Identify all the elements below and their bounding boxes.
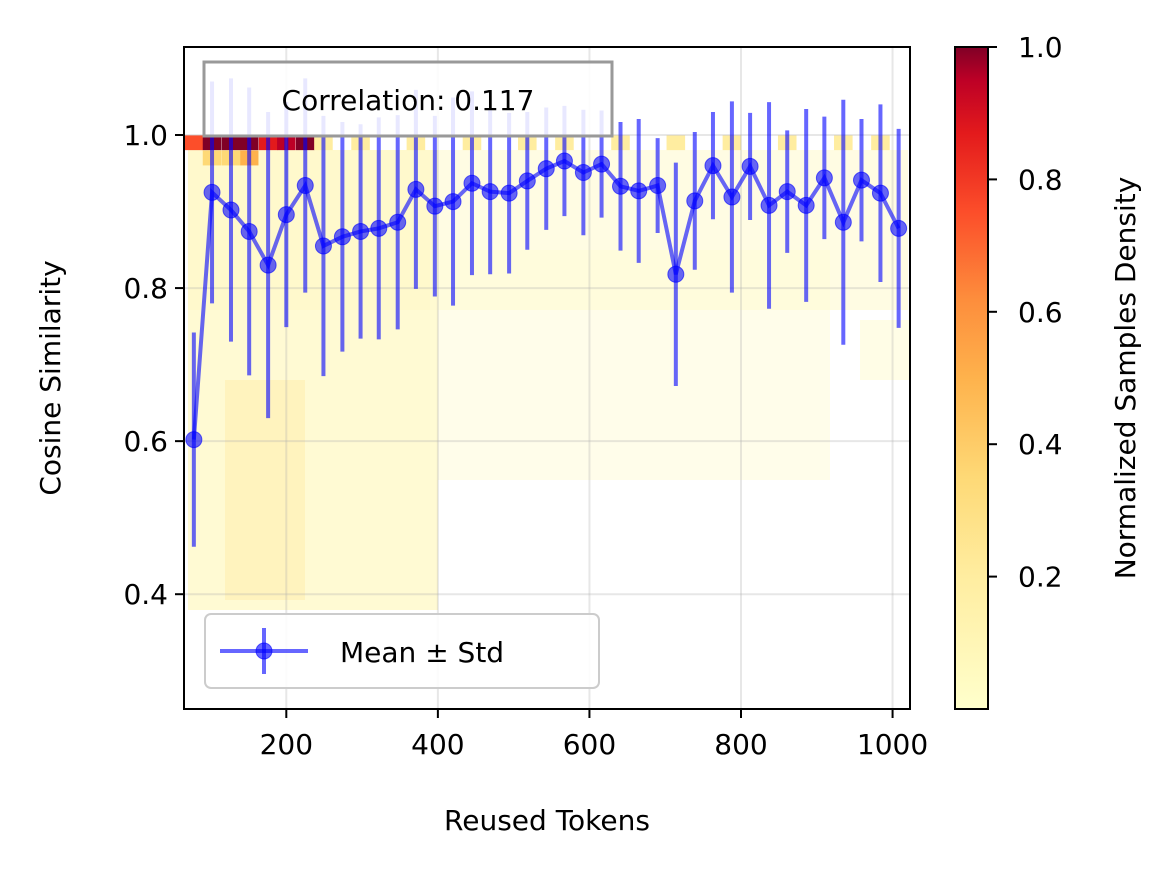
density-cell [666, 135, 686, 151]
mean-point [815, 169, 833, 187]
density-haze-region [430, 250, 830, 480]
mean-point [574, 164, 592, 182]
mean-point [871, 184, 889, 202]
mean-point [852, 171, 870, 189]
mean-point [185, 431, 203, 449]
mean-point [277, 206, 295, 224]
mean-point [537, 160, 555, 178]
x-tick-label: 200 [260, 728, 313, 761]
y-axis: 0.4 0.6 0.8 1.0 [123, 119, 184, 611]
legend-marker-swatch [255, 642, 273, 660]
colorbar-tick-label: 0.2 [1018, 561, 1063, 594]
mean-point [667, 265, 685, 283]
mean-point [240, 222, 258, 240]
mean-point [778, 183, 796, 201]
mean-point [222, 201, 240, 219]
mean-point [259, 256, 277, 274]
mean-point [555, 152, 573, 170]
mean-point [463, 174, 481, 192]
mean-point [612, 177, 630, 195]
plot-frame [183, 46, 911, 710]
x-axis: 200 400 600 800 1000 [260, 709, 928, 761]
mean-point [760, 196, 778, 214]
y-axis-title: Cosine Similarity [34, 260, 67, 495]
mean-point [333, 228, 351, 246]
mean-point [834, 213, 852, 231]
mean-point [296, 177, 314, 195]
mean-point [352, 222, 370, 240]
mean-point [426, 197, 444, 215]
mean-point [500, 184, 518, 202]
x-axis-title: Reused Tokens [444, 804, 650, 837]
mean-point [389, 213, 407, 231]
legend-box [204, 613, 600, 689]
mean-point [203, 183, 221, 201]
x-tick-label: 600 [563, 728, 616, 761]
colorbar-gradient [955, 47, 988, 709]
annotation-text: Correlation: 0.117 [282, 84, 535, 117]
mean-point [481, 183, 499, 201]
y-tick-label: 1.0 [123, 119, 168, 152]
x-tick-label: 400 [411, 728, 464, 761]
mean-point [407, 180, 425, 198]
y-tick-label: 0.8 [123, 272, 168, 305]
mean-point [314, 237, 332, 255]
legend-entry-label: Mean ± Std [340, 636, 504, 669]
mean-point [797, 196, 815, 214]
mean-point [593, 155, 611, 173]
density-haze-region [225, 380, 305, 600]
mean-point [649, 177, 667, 195]
y-tick-label: 0.6 [123, 425, 168, 458]
mean-point [686, 192, 704, 210]
colorbar-tick-label: 1.0 [1018, 31, 1063, 64]
x-tick-label: 1000 [857, 728, 928, 761]
mean-point [444, 193, 462, 211]
density-cell [184, 135, 204, 151]
mean-point [370, 219, 388, 237]
legend: Mean ± Std [204, 613, 600, 689]
mean-point [518, 172, 536, 190]
mean-point [723, 188, 741, 206]
mean-point [704, 157, 722, 175]
annotation-box [202, 60, 614, 138]
colorbar-ticks: 0.2 0.4 0.6 0.8 1.0 [988, 31, 1063, 594]
colorbar-frame [954, 46, 989, 710]
colorbar-tick-label: 0.4 [1018, 428, 1063, 461]
correlation-annotation: Correlation: 0.117 [202, 60, 614, 138]
colorbar: 0.2 0.4 0.6 0.8 1.0 Normalized Samples Densi… [954, 31, 1142, 710]
colorbar-tick-label: 0.6 [1018, 296, 1063, 329]
mean-line-series [185, 152, 908, 449]
colorbar-title: Normalized Samples Density [1109, 177, 1142, 580]
mean-point [890, 219, 908, 237]
mean-point [630, 182, 648, 200]
y-tick-label: 0.4 [123, 578, 168, 611]
colorbar-tick-label: 0.8 [1018, 163, 1063, 196]
x-tick-label: 800 [714, 728, 767, 761]
density-haze-region [860, 320, 910, 380]
mean-point [741, 157, 759, 175]
